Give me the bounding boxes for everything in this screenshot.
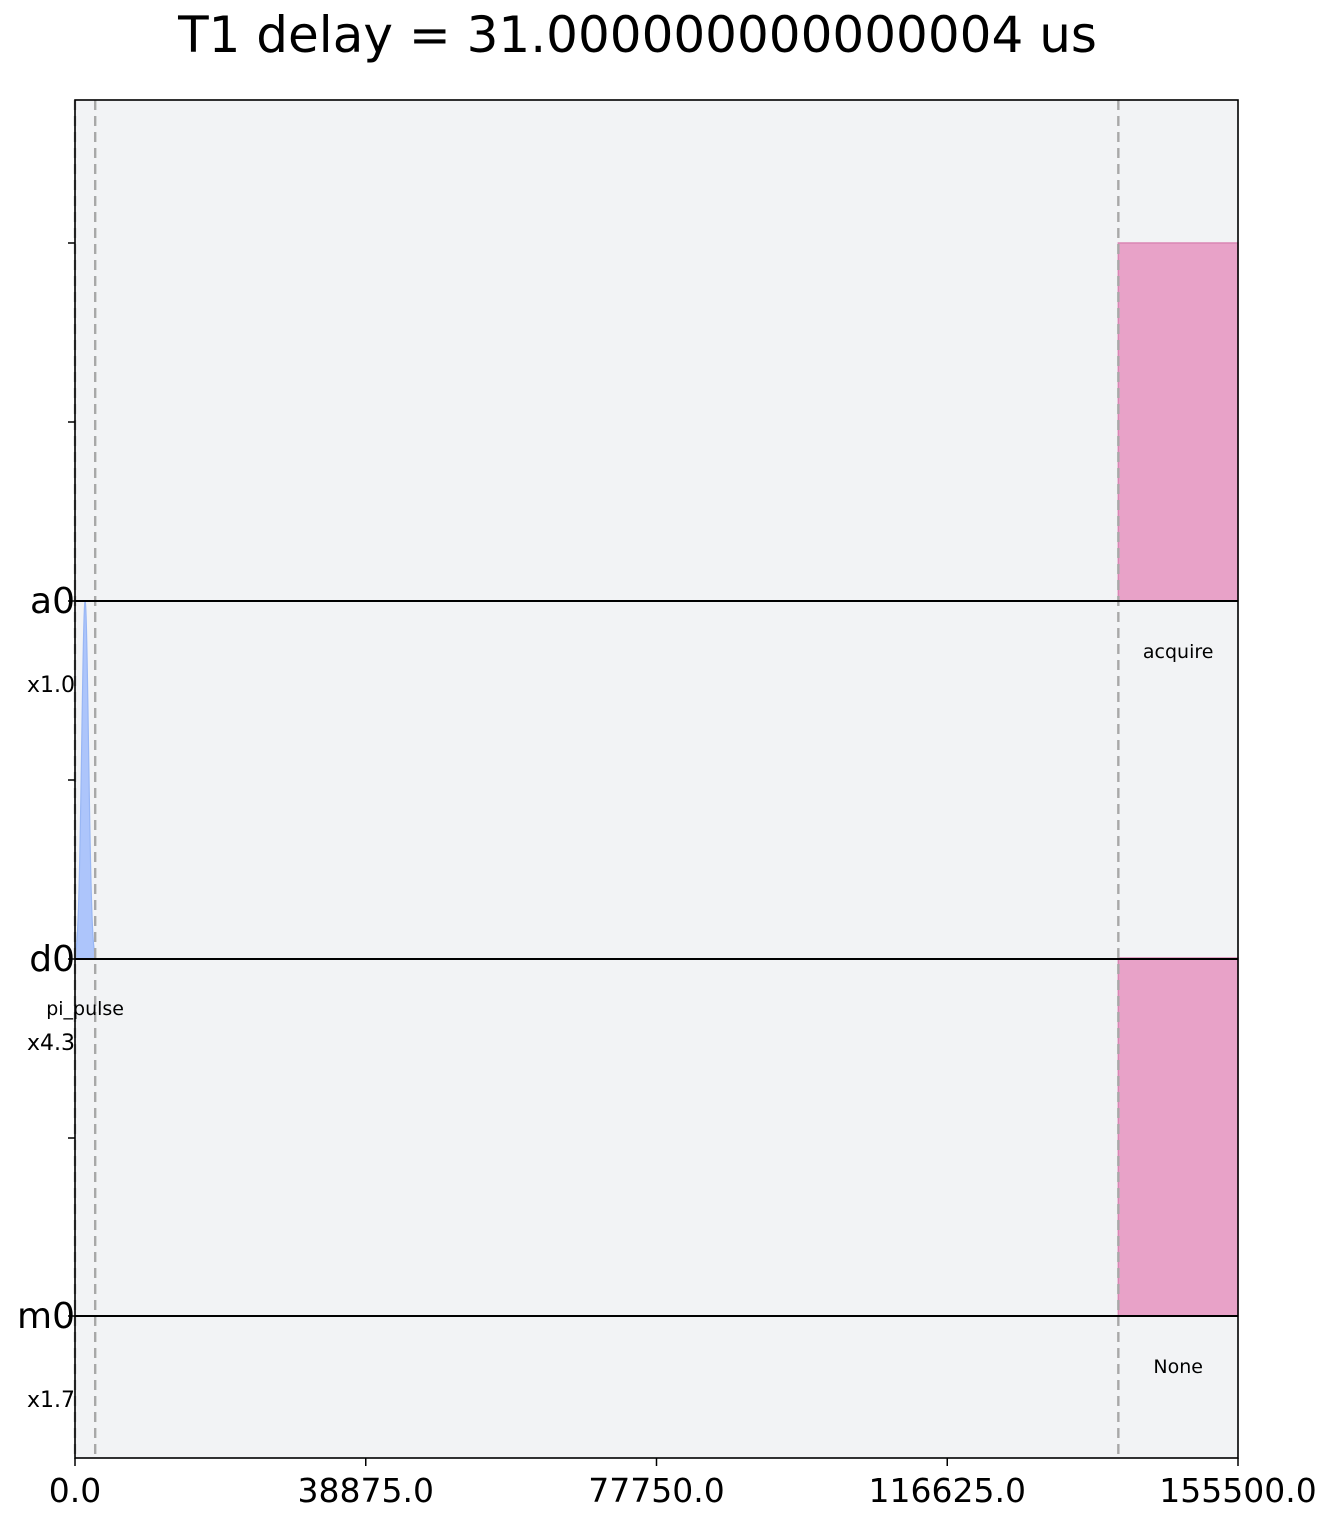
pulse-marks [74, 242, 1239, 1317]
y-ticks [68, 242, 75, 1317]
plot-background [75, 100, 1238, 1458]
channel-labels: pi_pulse acquire None a0 x1.0 d0 x4.3 m0 x1.7 [17, 581, 1213, 1413]
x-tick-label-4: 155500.0 [1159, 1471, 1316, 1510]
channel-label-a0: a0 [30, 581, 75, 622]
pulse-m0-2 [1117, 957, 1239, 1317]
pulse-label-d0: pi_pulse [46, 998, 124, 1020]
x-tick-label-2: 77750.0 [588, 1471, 724, 1510]
pulse-label-m0: None [1153, 1356, 1203, 1378]
pulse-label-a0: acquire [1143, 641, 1214, 663]
x-tick-label-0: 0.0 [49, 1471, 101, 1510]
channel-scale-d0: x4.3 [27, 1031, 75, 1056]
channel-scale-a0: x1.0 [27, 673, 75, 698]
x-axis: 0.0 38875.0 77750.0 116625.0 155500.0 [49, 1458, 1317, 1510]
channel-label-d0: d0 [29, 939, 75, 980]
channel-label-m0: m0 [17, 1296, 75, 1337]
chart-title: T1 delay = 31.000000000000004 us [178, 6, 1097, 64]
pulse-a0-1 [1117, 242, 1239, 602]
channel-scale-m0: x1.7 [27, 1388, 75, 1413]
x-tick-label-1: 38875.0 [298, 1471, 434, 1510]
channel-baselines [75, 600, 1238, 1317]
x-tick-label-3: 116625.0 [869, 1471, 1026, 1510]
